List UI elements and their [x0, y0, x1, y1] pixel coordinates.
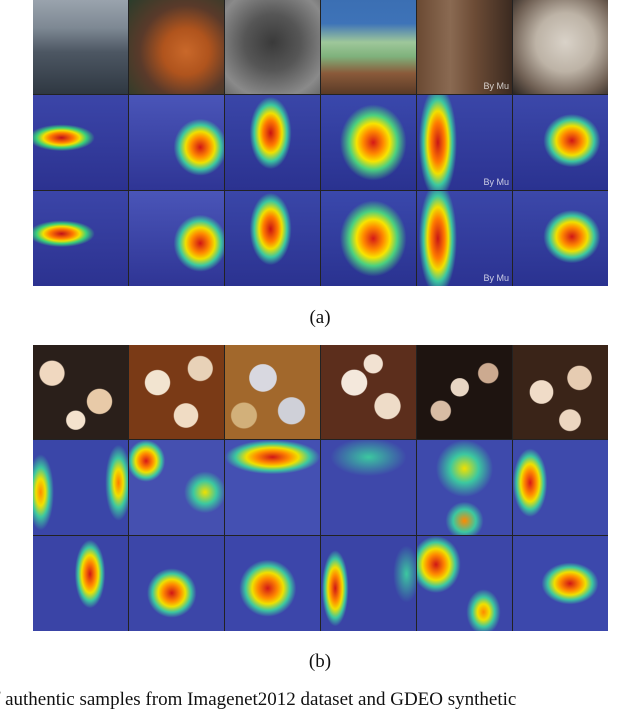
synthetic-texture-4: [321, 345, 416, 439]
image-watermark: By Mu: [483, 177, 509, 187]
heatmap-boat-1: [33, 95, 128, 190]
heatmap-monkey-1: [129, 95, 224, 190]
texture-heatmap-2-row1: [129, 440, 224, 535]
sample-image-hawk: By Mu: [417, 0, 512, 94]
texture-heatmap-2-row2: [129, 536, 224, 631]
texture-heatmap-4-row2: [321, 536, 416, 631]
heatmap-boar-2: [225, 191, 320, 286]
texture-heatmap-3-row1: [225, 440, 320, 535]
synthetic-texture-3: [225, 345, 320, 439]
heatmap-hawk-1: By Mu: [417, 95, 512, 190]
figure-panel-a: By Mu By Mu By Mu: [33, 0, 608, 286]
sample-image-monkey: [129, 0, 224, 94]
texture-heatmap-4-row1: [321, 440, 416, 535]
synthetic-texture-2: [129, 345, 224, 439]
sample-image-boat: [33, 0, 128, 94]
texture-heatmap-5-row2: [417, 536, 512, 631]
texture-heatmap-1-row2: [33, 536, 128, 631]
sample-image-dog: [513, 0, 608, 94]
texture-heatmap-6-row1: [513, 440, 608, 535]
texture-heatmap-3-row2: [225, 536, 320, 631]
heatmap-dog-2: [513, 191, 608, 286]
image-watermark: By Mu: [483, 273, 509, 283]
texture-heatmap-1-row1: [33, 440, 128, 535]
synthetic-texture-6: [513, 345, 608, 439]
heatmap-dome-1: [321, 95, 416, 190]
heatmap-dog-1: [513, 95, 608, 190]
figure-panel-b: [33, 345, 608, 631]
heatmap-dome-2: [321, 191, 416, 286]
heatmap-monkey-2: [129, 191, 224, 286]
panel-label-b: (b): [308, 651, 332, 672]
synthetic-texture-5: [417, 345, 512, 439]
synthetic-texture-1: [33, 345, 128, 439]
figure-caption: f authentic samples from Imagenet2012 da…: [0, 689, 517, 710]
panel-label-a: (a): [309, 307, 331, 328]
image-watermark: By Mu: [483, 81, 509, 91]
heatmap-boar-1: [225, 95, 320, 190]
sample-image-dome: [321, 0, 416, 94]
texture-heatmap-5-row1: [417, 440, 512, 535]
sample-image-boar: [225, 0, 320, 94]
heatmap-boat-2: [33, 191, 128, 286]
heatmap-hawk-2: By Mu: [417, 191, 512, 286]
texture-heatmap-6-row2: [513, 536, 608, 631]
